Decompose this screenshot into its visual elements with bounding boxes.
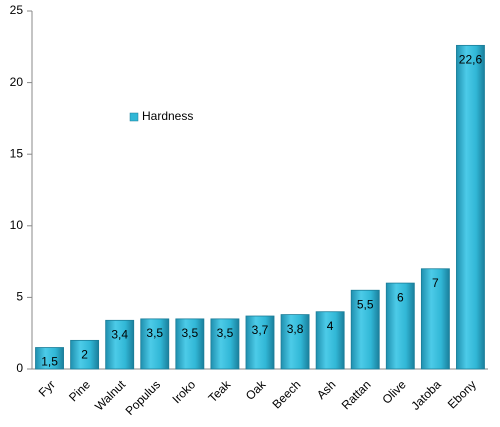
value-label: 3,4 [111, 327, 128, 341]
bar [105, 319, 135, 370]
value-label: 3,5 [146, 326, 163, 340]
value-label: 3,7 [252, 323, 269, 337]
y-tick-label: 15 [10, 146, 24, 160]
bar [456, 44, 485, 370]
bar [140, 318, 170, 370]
y-tick-label: 5 [16, 290, 23, 304]
x-tick-label: Beech [269, 377, 303, 411]
value-label: 22,6 [459, 53, 483, 67]
y-tick-label: 20 [10, 75, 24, 89]
bar [245, 315, 275, 370]
value-label: 3,5 [217, 326, 234, 340]
value-label: 1,5 [41, 355, 58, 369]
x-tick-label: Ebony [445, 377, 479, 411]
value-label: 3,5 [182, 326, 199, 340]
legend-swatch [129, 112, 139, 122]
bar [315, 311, 345, 370]
value-label: 6 [397, 290, 404, 304]
value-label: 4 [327, 319, 334, 333]
bar [385, 282, 415, 370]
x-tick-label: Fyr [36, 377, 58, 399]
bar [70, 339, 100, 370]
bar [350, 289, 380, 370]
y-tick-label: 0 [16, 361, 23, 375]
bar [210, 318, 240, 370]
x-tick-label: Teak [205, 377, 234, 406]
x-tick-label: Oak [243, 377, 269, 403]
value-label: 2 [81, 348, 88, 362]
y-tick-label: 10 [10, 218, 24, 232]
x-tick-label: Jatoba [408, 377, 444, 413]
bar [420, 268, 450, 370]
x-tick-label: Rattan [339, 377, 374, 412]
value-label: 5,5 [357, 297, 374, 311]
bar [35, 347, 64, 370]
x-tick-label: Iroko [169, 377, 198, 406]
bar [280, 314, 310, 370]
bar [175, 318, 205, 370]
x-tick-label: Ash [314, 377, 339, 402]
x-tick-label: Pine [66, 377, 93, 404]
value-label: 3,8 [287, 322, 304, 336]
legend-label: Hardness [142, 109, 193, 123]
y-tick-label: 25 [10, 3, 24, 17]
x-tick-label: Olive [379, 377, 408, 406]
x-tick-label: Populus [123, 377, 164, 418]
value-label: 7 [432, 276, 439, 290]
